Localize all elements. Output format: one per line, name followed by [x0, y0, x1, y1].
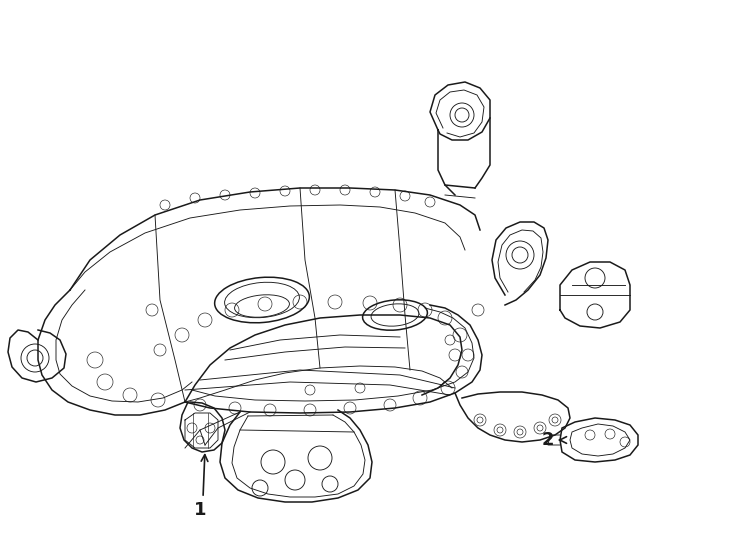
Text: 2: 2	[542, 431, 554, 449]
Text: 1: 1	[194, 501, 206, 519]
